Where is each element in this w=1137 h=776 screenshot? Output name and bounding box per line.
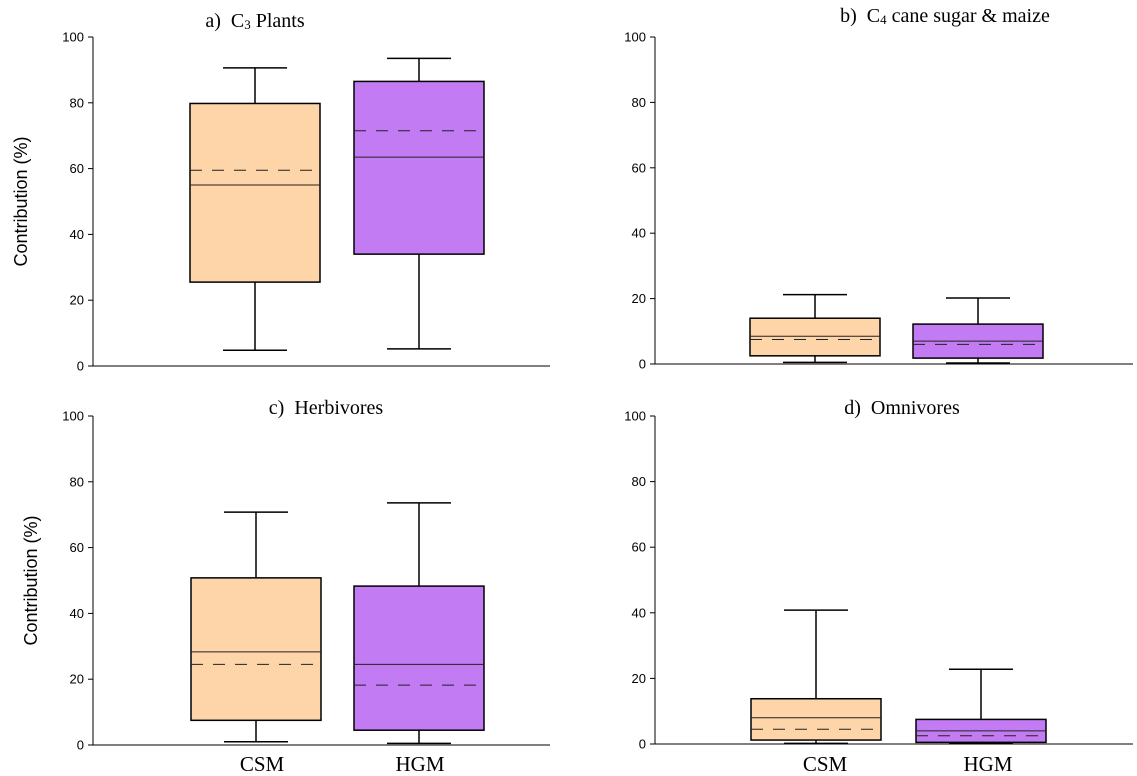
box-hgm bbox=[353, 502, 485, 745]
x-category-label-csm-left: CSM bbox=[240, 752, 285, 776]
box-hgm bbox=[915, 668, 1047, 745]
y-tick-label: 60 bbox=[70, 540, 84, 555]
y-tick-label: 80 bbox=[70, 474, 84, 489]
y-tick-label: 0 bbox=[77, 359, 84, 374]
y-tick-label: 20 bbox=[70, 672, 84, 687]
box-csm bbox=[749, 293, 881, 364]
y-tick-label: 80 bbox=[632, 95, 646, 110]
y-tick-label: 40 bbox=[632, 226, 646, 241]
iqr-box bbox=[749, 317, 881, 357]
x-category-label-csm-right: CSM bbox=[803, 752, 848, 776]
y-tick-label: 100 bbox=[624, 409, 646, 424]
x-category-label-hgm-right: HGM bbox=[963, 752, 1012, 776]
box-csm bbox=[750, 609, 882, 745]
panel-title: c) Herbivores bbox=[269, 397, 384, 419]
y-tick-label: 40 bbox=[632, 605, 646, 620]
y-tick-label: 0 bbox=[639, 357, 646, 372]
y-axis-label: Contribution (%) bbox=[21, 515, 41, 645]
panel-title: a) C3 Plants bbox=[205, 10, 305, 32]
y-tick-label: 40 bbox=[70, 227, 84, 242]
y-tick-label: 20 bbox=[632, 671, 646, 686]
panel-d: 0 20 40 60 80 100 d) Omnivores bbox=[624, 397, 1133, 752]
box-csm bbox=[189, 67, 321, 351]
y-tick-label: 20 bbox=[632, 291, 646, 306]
panel-a: 0 20 40 60 80 100 Contribution (%) a) C3 Plants bbox=[11, 10, 550, 374]
panel-b: 0 20 40 60 80 100 b) C4 cane sugar & maize bbox=[624, 5, 1133, 372]
iqr-box bbox=[353, 585, 485, 731]
y-axis-label: Contribution (%) bbox=[11, 136, 31, 266]
y-tick-label: 60 bbox=[632, 160, 646, 175]
y-tick-label: 80 bbox=[632, 474, 646, 489]
y-tick-label: 60 bbox=[70, 161, 84, 176]
y-tick-label: 80 bbox=[70, 95, 84, 110]
panel-title: d) Omnivores bbox=[844, 397, 960, 419]
y-tick-label: 20 bbox=[70, 293, 84, 308]
y-tick-label: 40 bbox=[70, 606, 84, 621]
panel-c: 0 20 40 60 80 100 Contribution (%) c) Herbivore… bbox=[21, 397, 550, 753]
y-tick-label: 60 bbox=[632, 540, 646, 555]
y-tick-label: 0 bbox=[639, 737, 646, 752]
iqr-box bbox=[189, 102, 321, 283]
iqr-box bbox=[750, 697, 882, 741]
box-hgm bbox=[353, 57, 485, 350]
y-tick-label: 100 bbox=[624, 30, 646, 45]
iqr-box bbox=[190, 577, 322, 722]
box-hgm bbox=[912, 297, 1044, 364]
y-tick-label: 100 bbox=[62, 30, 84, 45]
box-csm bbox=[190, 511, 322, 743]
y-tick-label: 0 bbox=[77, 738, 84, 753]
panel-title: b) C4 cane sugar & maize bbox=[840, 5, 1050, 27]
iqr-box bbox=[353, 80, 485, 255]
y-tick-label: 100 bbox=[62, 409, 84, 424]
x-category-label-hgm-left: HGM bbox=[395, 752, 444, 776]
